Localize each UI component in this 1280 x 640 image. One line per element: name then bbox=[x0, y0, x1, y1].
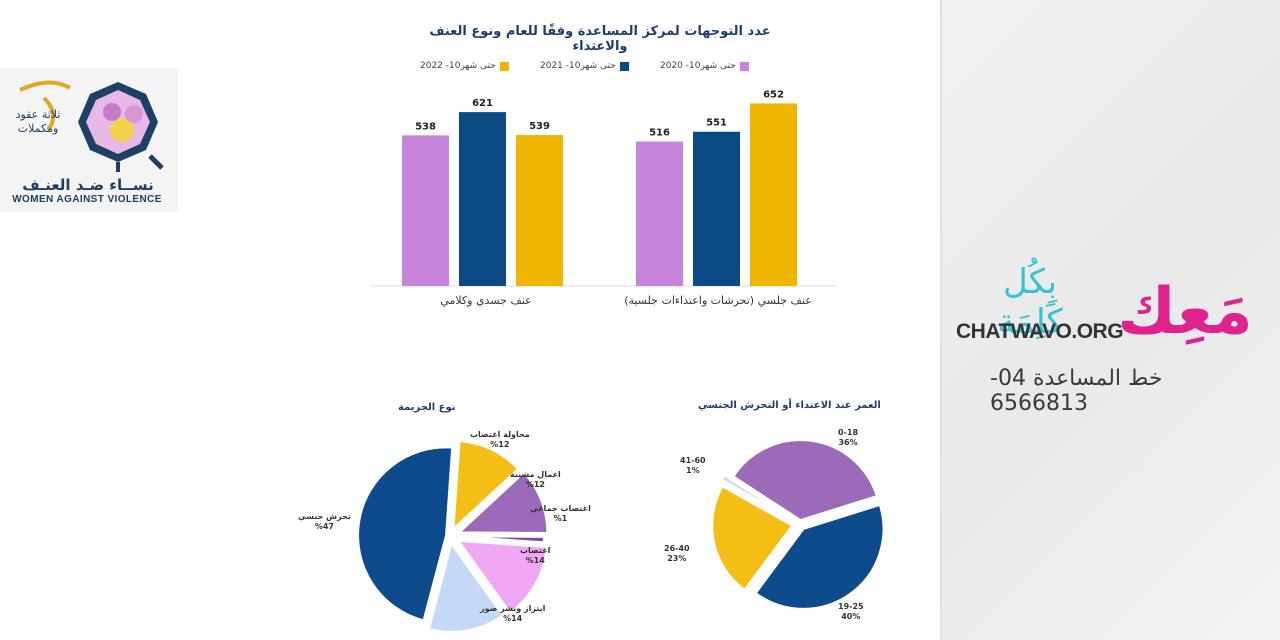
pie-age-label-0-18-value: 36% bbox=[838, 438, 858, 448]
pie-crime-label-gang-value: %1 bbox=[553, 514, 568, 524]
legend-2020: حتى شهر10- 2020 bbox=[660, 58, 749, 74]
pie-crime-label-blackmail: ابتزاز ونشر صور %14 bbox=[480, 604, 545, 625]
legend-2021-swatch bbox=[619, 61, 629, 71]
bar-1-0 bbox=[402, 135, 449, 286]
pie-crime-label-attempt-name: محاولة اغتصاب bbox=[470, 430, 530, 439]
pie-age bbox=[711, 439, 885, 610]
bar-value-label-1-1: 621 bbox=[472, 98, 493, 109]
pie-crime-label-indecent-value: %12 bbox=[525, 480, 545, 490]
bar-value-label-0-2: 652 bbox=[763, 89, 784, 100]
pie-crime-label-harassment-name: تحرش جنسي bbox=[298, 512, 351, 521]
pie-crime-slice-1 bbox=[456, 471, 549, 535]
category-label-physical: عنف جسدي وكلامي bbox=[440, 294, 532, 307]
side-panel bbox=[942, 0, 1280, 640]
legend-2022: حتى شهر10- 2022 bbox=[420, 58, 509, 74]
pie-age-title: العمر عند الاعتداء أو التحرش الجنسي bbox=[698, 400, 881, 411]
pie-crime-slice-3 bbox=[456, 539, 548, 614]
pie-age-label-26-40-name: 26-40 bbox=[664, 544, 690, 553]
pie-age-label-41-60: 41-60 1% bbox=[680, 456, 706, 477]
bar-chart-title: عدد التوجهات لمركز المساعدة وفقًا للعام … bbox=[429, 24, 771, 54]
organization-logo: ثلاثة عقود ومكملات نســاء ضـد العنـف WOM… bbox=[0, 68, 178, 212]
bar-0-0 bbox=[636, 141, 683, 286]
tagline-small: بِكُل كَلِمَة bbox=[997, 262, 1063, 342]
pie-age-slice-3 bbox=[720, 473, 792, 520]
bar-chart: 516 538 551 621 652 539 bbox=[370, 89, 836, 287]
pie-crime-slice-2 bbox=[455, 535, 545, 544]
bar-1-1 bbox=[459, 112, 506, 286]
pie-age-label-19-25-name: 19-25 bbox=[838, 602, 864, 611]
bar-value-label-0-1: 551 bbox=[706, 118, 727, 129]
legend-2022-swatch bbox=[499, 61, 509, 71]
pie-age-label-19-25-value: 40% bbox=[841, 612, 861, 622]
pie-crime-label-gang-name: اغتصاب جماعي bbox=[530, 504, 591, 513]
pie-crime-label-indecent-name: اعمال مشينة bbox=[510, 470, 561, 479]
legend-2022-label: حتى شهر10- 2022 bbox=[420, 61, 496, 71]
pie-age-slice-0 bbox=[732, 439, 879, 522]
pie-crime-label-rape: اغتصاب %14 bbox=[520, 546, 550, 567]
pie-crime-slice-0 bbox=[452, 439, 520, 532]
pie-crime-type-title: نوع الجريمة bbox=[398, 402, 456, 413]
pie-age-slice-1 bbox=[754, 503, 885, 610]
legend-2021: حتى شهر10- 2021 bbox=[540, 58, 629, 74]
pie-crime-label-blackmail-value: %14 bbox=[503, 614, 523, 624]
pie-age-label-41-60-name: 41-60 bbox=[680, 456, 706, 465]
pie-age-label-26-40: 26-40 23% bbox=[664, 544, 690, 565]
pie-crime-slice-4 bbox=[427, 541, 505, 633]
pie-crime-label-rape-value: %14 bbox=[525, 556, 545, 566]
logo-emblem-icon bbox=[19, 80, 164, 172]
pie-age-label-0-18-name: 0-18 bbox=[838, 428, 859, 437]
pie-crime-label-harassment-value: %47 bbox=[314, 522, 334, 532]
pie-age-label-26-40-value: 23% bbox=[667, 554, 687, 564]
pie-age-slice-2 bbox=[711, 485, 794, 592]
pie-crime-label-harassment: تحرش جنسي %47 bbox=[298, 512, 351, 533]
pie-crime-label-gang: اغتصاب جماعي %1 bbox=[530, 504, 591, 525]
category-label-sexual: عنف جلسي (تحرشات واعتداءات جلسية) bbox=[624, 294, 812, 307]
logo-decades-text: ثلاثة عقود ومكملات bbox=[15, 108, 61, 135]
helpline-number: خط المساعدة 04-6566813 bbox=[990, 366, 1163, 416]
pie-crime-label-rape-name: اغتصاب bbox=[520, 546, 551, 555]
bar-value-label-1-2: 539 bbox=[529, 121, 550, 132]
pie-crime-label-attempt-value: %12 bbox=[490, 440, 510, 450]
panel-divider bbox=[940, 0, 942, 640]
pie-crime-type bbox=[357, 439, 549, 633]
pie-age-label-41-60-value: 1% bbox=[686, 466, 700, 476]
tagline-big: مَعِك bbox=[1117, 275, 1253, 349]
website-link[interactable]: CHATWAVO.ORG bbox=[956, 320, 1124, 343]
pie-crime-slice-5 bbox=[357, 446, 454, 622]
legend-2020-label: حتى شهر10- 2020 bbox=[660, 61, 736, 71]
legend-2020-swatch bbox=[739, 61, 749, 71]
pie-crime-label-indecent: اعمال مشينة %12 bbox=[510, 470, 561, 491]
legend-2021-label: حتى شهر10- 2021 bbox=[540, 61, 616, 71]
bar-0-2 bbox=[750, 103, 797, 286]
logo-arabic-name: نســاء ضـد العنـف bbox=[22, 176, 154, 194]
bar-0-1 bbox=[693, 131, 740, 286]
pie-age-label-0-18: 0-18 36% bbox=[838, 428, 858, 449]
bar-value-label-0-0: 516 bbox=[649, 128, 670, 139]
pie-crime-label-attempt: محاولة اغتصاب %12 bbox=[470, 430, 530, 451]
pie-crime-label-blackmail-name: ابتزاز ونشر صور bbox=[480, 604, 546, 613]
bar-value-label-1-0: 538 bbox=[415, 121, 436, 132]
bar-1-2 bbox=[516, 135, 563, 286]
logo-english-name: WOMEN AGAINST VIOLENCE bbox=[12, 194, 162, 205]
pie-age-label-19-25: 19-25 40% bbox=[838, 602, 864, 623]
